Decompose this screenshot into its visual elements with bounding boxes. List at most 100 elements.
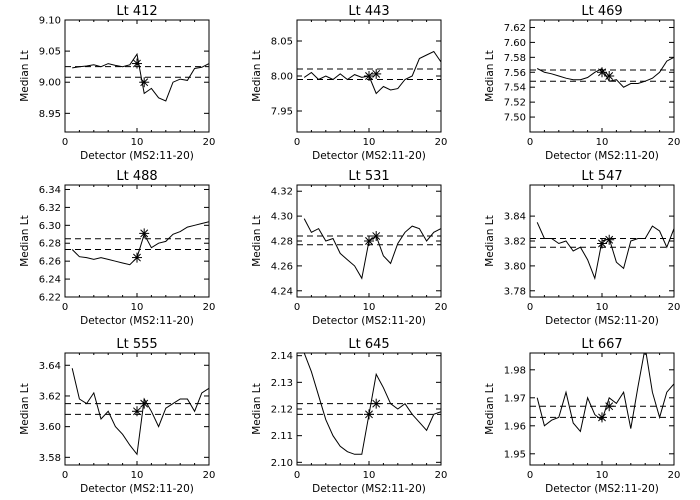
series-line [536,353,674,433]
series-line [536,56,674,88]
y-tick-label: 6.24 [39,275,61,286]
y-axis-label: Median Lt [251,50,263,102]
y-tick-label: 3.62 [39,391,61,402]
y-tick-label: 8.00 [271,72,293,83]
panel-title: Lt 645 [348,337,389,352]
asterisk-marker [364,71,374,81]
x-axis-label: Detector (MS2:11-20) [312,483,426,495]
asterisk-marker [132,252,142,263]
marker-stroke [133,59,141,68]
y-axis-label: Median Lt [19,383,31,435]
plot-panel: Lt 488 0 10 20 6.22 6.24 6.26 6.28 6.30 6.32 6.34 D… [19,169,215,327]
x-tick-label: 0 [294,302,300,313]
plot-data [297,218,441,280]
y-axis-label: Median Lt [19,215,31,267]
marker-stroke [372,399,381,408]
asterisk-marker [139,398,150,409]
panel-title: Lt 443 [348,4,389,19]
asterisk-marker [604,401,615,412]
y-axis-label: Median Lt [251,383,263,435]
asterisk-marker [364,409,374,420]
plot-frame [296,352,442,466]
y-tick-label: 2.14 [271,351,293,362]
asterisk-marker [139,228,150,239]
y-tick-label: 4.24 [271,286,293,297]
x-axis-label: Detector (MS2:11-20) [80,150,194,162]
plot-panel: Lt 469 0 10 20 7.50 7.52 7.54 7.56 7.58 7.60 7.62 D… [484,4,680,162]
y-tick-label: 7.60 [504,38,526,49]
y-tick-label: 1.97 [504,393,526,404]
plot-frame [64,184,210,298]
plot-data [530,353,674,433]
x-tick-label: 20 [203,470,216,481]
asterisk-marker [132,58,142,69]
marker-stroke [365,410,373,419]
y-tick-label: 4.26 [271,261,293,272]
x-tick-label: 20 [435,470,448,481]
y-tick-label: 4.32 [271,187,293,198]
plot-data [530,56,674,88]
x-tick-label: 10 [131,137,144,148]
plot-data [65,221,209,266]
y-tick-label: 3.64 [39,361,61,372]
asterisk-marker [371,398,382,409]
marker-stroke [133,253,141,262]
x-tick-label: 20 [668,302,681,313]
asterisk-marker [604,234,615,245]
y-tick-label: 2.11 [271,431,293,442]
y-tick-label: 3.78 [504,286,526,297]
y-tick-label: 2.10 [271,458,293,469]
x-axis-label: Detector (MS2:11-20) [312,150,426,162]
y-tick-label: 9.10 [39,16,61,27]
x-tick-label: 0 [62,137,68,148]
y-axis-label: Median Lt [19,50,31,102]
y-tick-label: 8.05 [271,37,293,48]
asterisk-marker [371,68,382,79]
marker-stroke [372,69,381,78]
y-tick-label: 4.30 [271,212,293,223]
x-tick-label: 20 [203,137,216,148]
asterisk-marker [597,67,607,78]
x-axis-label: Detector (MS2:11-20) [545,315,659,327]
x-tick-label: 0 [527,137,533,148]
y-tick-label: 1.98 [504,365,526,376]
x-tick-label: 10 [363,137,376,148]
plot-panel: Lt 667 0 10 20 1.95 1.96 1.97 1.98 Detector (MS2… [484,337,680,495]
series-line [71,221,209,266]
y-tick-label: 7.52 [504,98,526,109]
plot-frame [64,19,210,133]
marker-stroke [598,68,606,77]
x-tick-label: 10 [596,137,609,148]
x-tick-label: 10 [363,470,376,481]
y-tick-label: 3.82 [504,237,526,248]
panel-title: Lt 547 [581,169,622,184]
y-tick-label: 3.80 [504,261,526,272]
asterisk-marker [132,406,142,417]
y-tick-label: 4.28 [271,237,293,248]
asterisk-marker [597,238,607,249]
marker-stroke [605,235,614,244]
panel-title: Lt 412 [116,4,157,19]
x-tick-label: 20 [203,302,216,313]
x-tick-label: 20 [668,470,681,481]
y-tick-label: 2.13 [271,378,293,389]
plot-panel: Lt 547 0 10 20 3.78 3.80 3.82 3.84 Detector (MS2… [484,169,680,327]
marker-stroke [598,239,606,248]
y-tick-label: 1.96 [504,421,526,432]
y-tick-label: 7.58 [504,53,526,64]
y-tick-label: 3.60 [39,422,61,433]
asterisk-marker [604,71,615,81]
y-tick-label: 2.12 [271,405,293,416]
marker-stroke [598,413,606,422]
y-tick-label: 6.26 [39,257,61,268]
marker-stroke [605,402,614,411]
plot-panel: Lt 645 0 10 20 2.10 2.11 2.12 2.13 2.14 Detector … [251,337,447,495]
x-tick-label: 0 [294,470,300,481]
y-tick-label: 6.32 [39,203,61,214]
y-tick-label: 6.28 [39,239,61,250]
plot-data [65,52,209,102]
panel-title: Lt 488 [116,169,157,184]
plot-panel: Lt 531 0 10 20 4.24 4.26 4.28 4.30 4.32 Detector … [251,169,447,327]
marker-stroke [140,399,149,408]
